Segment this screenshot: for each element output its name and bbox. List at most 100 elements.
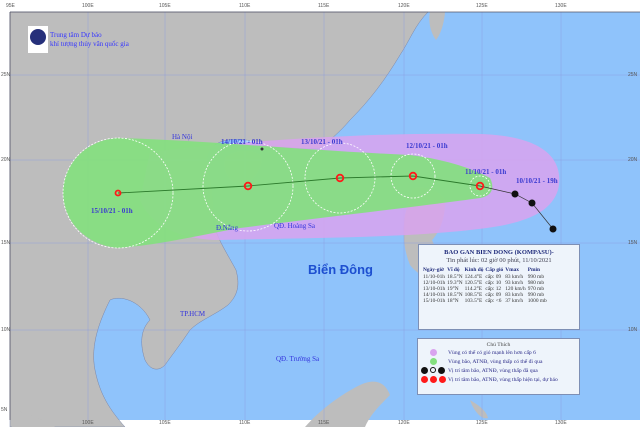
forecast-row: 12/10-01h 19.3°N 120.5°E cấp: 10 93 km/h 980 … <box>423 280 549 286</box>
track-label-12: 12/10/21 - 01h <box>406 142 448 150</box>
lon-label: 105E <box>159 420 171 426</box>
agency-logo-emblem <box>30 29 46 45</box>
agency-line2: khí tượng thủy văn quốc gia <box>50 40 129 48</box>
legend-panel: Chú Thích Vùng có thể có gió mạnh lên hơ… <box>417 338 580 395</box>
place-hcm: TP.HCM <box>180 310 206 318</box>
wind-zone-swatch <box>429 349 437 356</box>
track-label-13: 13/10/21 - 01h <box>301 138 343 146</box>
forecast-row: 15/10-01h 18°N 103.5°E cấp: <6 37 km/h 1000 m… <box>423 298 549 304</box>
lat-label: 25N <box>628 72 638 78</box>
lon-label: 115E <box>318 3 330 9</box>
forecast-cell: 120 km/h <box>505 286 526 292</box>
forecast-cell: cấp: 10 <box>485 280 502 286</box>
taiwan-island <box>429 12 445 40</box>
legend-item: Vùng bão, ATNĐ, vùng thấp có thể đi qua <box>418 357 579 366</box>
forecast-cell: 19.3°N <box>447 280 463 286</box>
track-label-11: 11/10/21 - 01h <box>465 168 507 176</box>
past-low-icon <box>438 367 445 374</box>
lon-label: 130E <box>555 420 567 426</box>
lon-label: 130E <box>555 3 567 9</box>
past-storm-icon <box>430 367 436 373</box>
storm-title: BAO GAN BIEN DONG (KOMPASU)- <box>444 249 554 256</box>
lon-label: 100E <box>82 420 94 426</box>
agency-line1: Trung tâm Dự báo <box>50 31 102 39</box>
borneo-island <box>305 381 390 427</box>
forecast-cell: 980 mb <box>527 280 545 286</box>
lat-label: 10N <box>628 327 638 333</box>
lon-label: 125E <box>476 3 488 9</box>
past-position-icons <box>511 190 557 233</box>
lat-label: 15N <box>1 240 11 246</box>
track-label-15: 15/10/21 - 01h <box>91 207 133 215</box>
forecast-table: Ngày-giờ Vĩ độ Kinh độ Cấp gió Vmax Pmin… <box>423 267 549 304</box>
forecast-cell: 18.5°N <box>447 292 463 298</box>
legend-label: Vùng bão, ATNĐ, vùng thấp có thể đi qua <box>448 358 543 365</box>
storm-zone-swatch <box>429 358 437 365</box>
lat-label: 20N <box>628 157 638 163</box>
col-header: Ngày-giờ <box>423 267 444 273</box>
legend-label: Vị trí tâm bão, ATNĐ, vùng thấp hiện tại… <box>448 376 558 383</box>
lat-label: 10N <box>1 327 11 333</box>
land-mainland <box>9 11 429 427</box>
col-header: Vĩ độ <box>447 267 460 273</box>
storm-info-panel: BAO GAN BIEN DONG (KOMPASU)- Tin phát lú… <box>418 244 580 330</box>
forecast-row: 13/10-01h 19°N 114.2°E cấp: 12 120 km/h 970 m… <box>423 286 549 292</box>
lon-label: 110E <box>239 420 251 426</box>
forecast-cell: 37 km/h <box>505 298 524 304</box>
forecast-cell: 93 km/h <box>505 280 524 286</box>
past-track-line <box>479 185 554 230</box>
forecast-cell: 1000 mb <box>527 298 547 304</box>
forecast-row: 11/10-01h 18.5°N 124.4°E cấp: 09 83 km/h 990 … <box>423 274 549 280</box>
lat-label: 20N <box>1 157 11 163</box>
col-header: Kinh độ <box>464 267 484 273</box>
forecast-cell: 15/10-01h <box>423 298 446 304</box>
place-truongsa: QĐ. Trường Sa <box>276 355 320 363</box>
place-danang: Đ.Nẵng <box>216 224 238 232</box>
lon-label: 105E <box>159 3 171 9</box>
forecast-cell: 83 km/h <box>505 274 524 280</box>
col-header: Cấp gió <box>485 267 504 273</box>
forecast-cell: 114.2°E <box>464 286 483 292</box>
forecast-cell: 120.5°E <box>464 280 483 286</box>
past-storm-icon <box>421 367 428 374</box>
forecast-cell: cấp: 09 <box>485 274 502 280</box>
lon-label: 100E <box>82 3 94 9</box>
forecast-cell: 12/10-01h <box>423 280 446 286</box>
forecast-cell: 19°N <box>447 286 459 292</box>
forecast-cell: 14/10-01h <box>423 292 446 298</box>
lat-label: 15N <box>628 240 638 246</box>
forecast-cell: 18°N <box>447 298 459 304</box>
storm-passage-zone <box>63 138 493 248</box>
track-line <box>117 175 481 194</box>
place-hanoi: Hà Nội <box>172 133 193 141</box>
lon-label: 125E <box>476 420 488 426</box>
forecast-storm-icons <box>114 171 485 197</box>
col-header: Pmin <box>527 267 541 273</box>
lon-label: 110E <box>239 3 251 9</box>
forecast-low-icon <box>438 376 446 383</box>
forecast-storm-icon <box>429 376 437 383</box>
forecast-cell: 970 mb <box>527 286 545 292</box>
forecast-row: 14/10-01h 18.5°N 108.5°E cấp: 09 83 km/h 990 … <box>423 292 549 298</box>
lon-label: 120E <box>398 3 410 9</box>
lon-label: 115E <box>318 420 330 426</box>
forecast-cell: 103.5°E <box>464 298 483 304</box>
forecast-cell: 11/10-01h <box>423 274 445 280</box>
col-header: Vmax <box>505 267 519 273</box>
legend-title: Chú Thích <box>486 342 511 348</box>
lat-label: 25N <box>1 72 11 78</box>
legend-item: Vùng có thể có gió mạnh lên hơn cấp 6 <box>418 348 579 357</box>
forecast-cell: 13/10-01h <box>423 286 446 292</box>
forecast-cell: 18.5°N <box>447 274 463 280</box>
lat-label: 5N <box>1 407 8 413</box>
forecast-cell: 108.5°E <box>464 292 483 298</box>
agency-name: Trung tâm Dự báo khí tượng thủy văn quốc… <box>50 31 129 49</box>
palawan-island <box>470 400 488 419</box>
sumatra-island <box>12 410 55 427</box>
forecast-cell: cấp: 12 <box>485 286 502 292</box>
lon-label: 95E <box>6 3 15 9</box>
track-label-10: 10/10/21 - 19h <box>516 177 558 185</box>
forecast-circles <box>62 137 491 249</box>
forecast-cell: cấp: <6 <box>485 298 502 304</box>
place-hoangsa: QĐ. Hoàng Sa <box>274 222 316 230</box>
